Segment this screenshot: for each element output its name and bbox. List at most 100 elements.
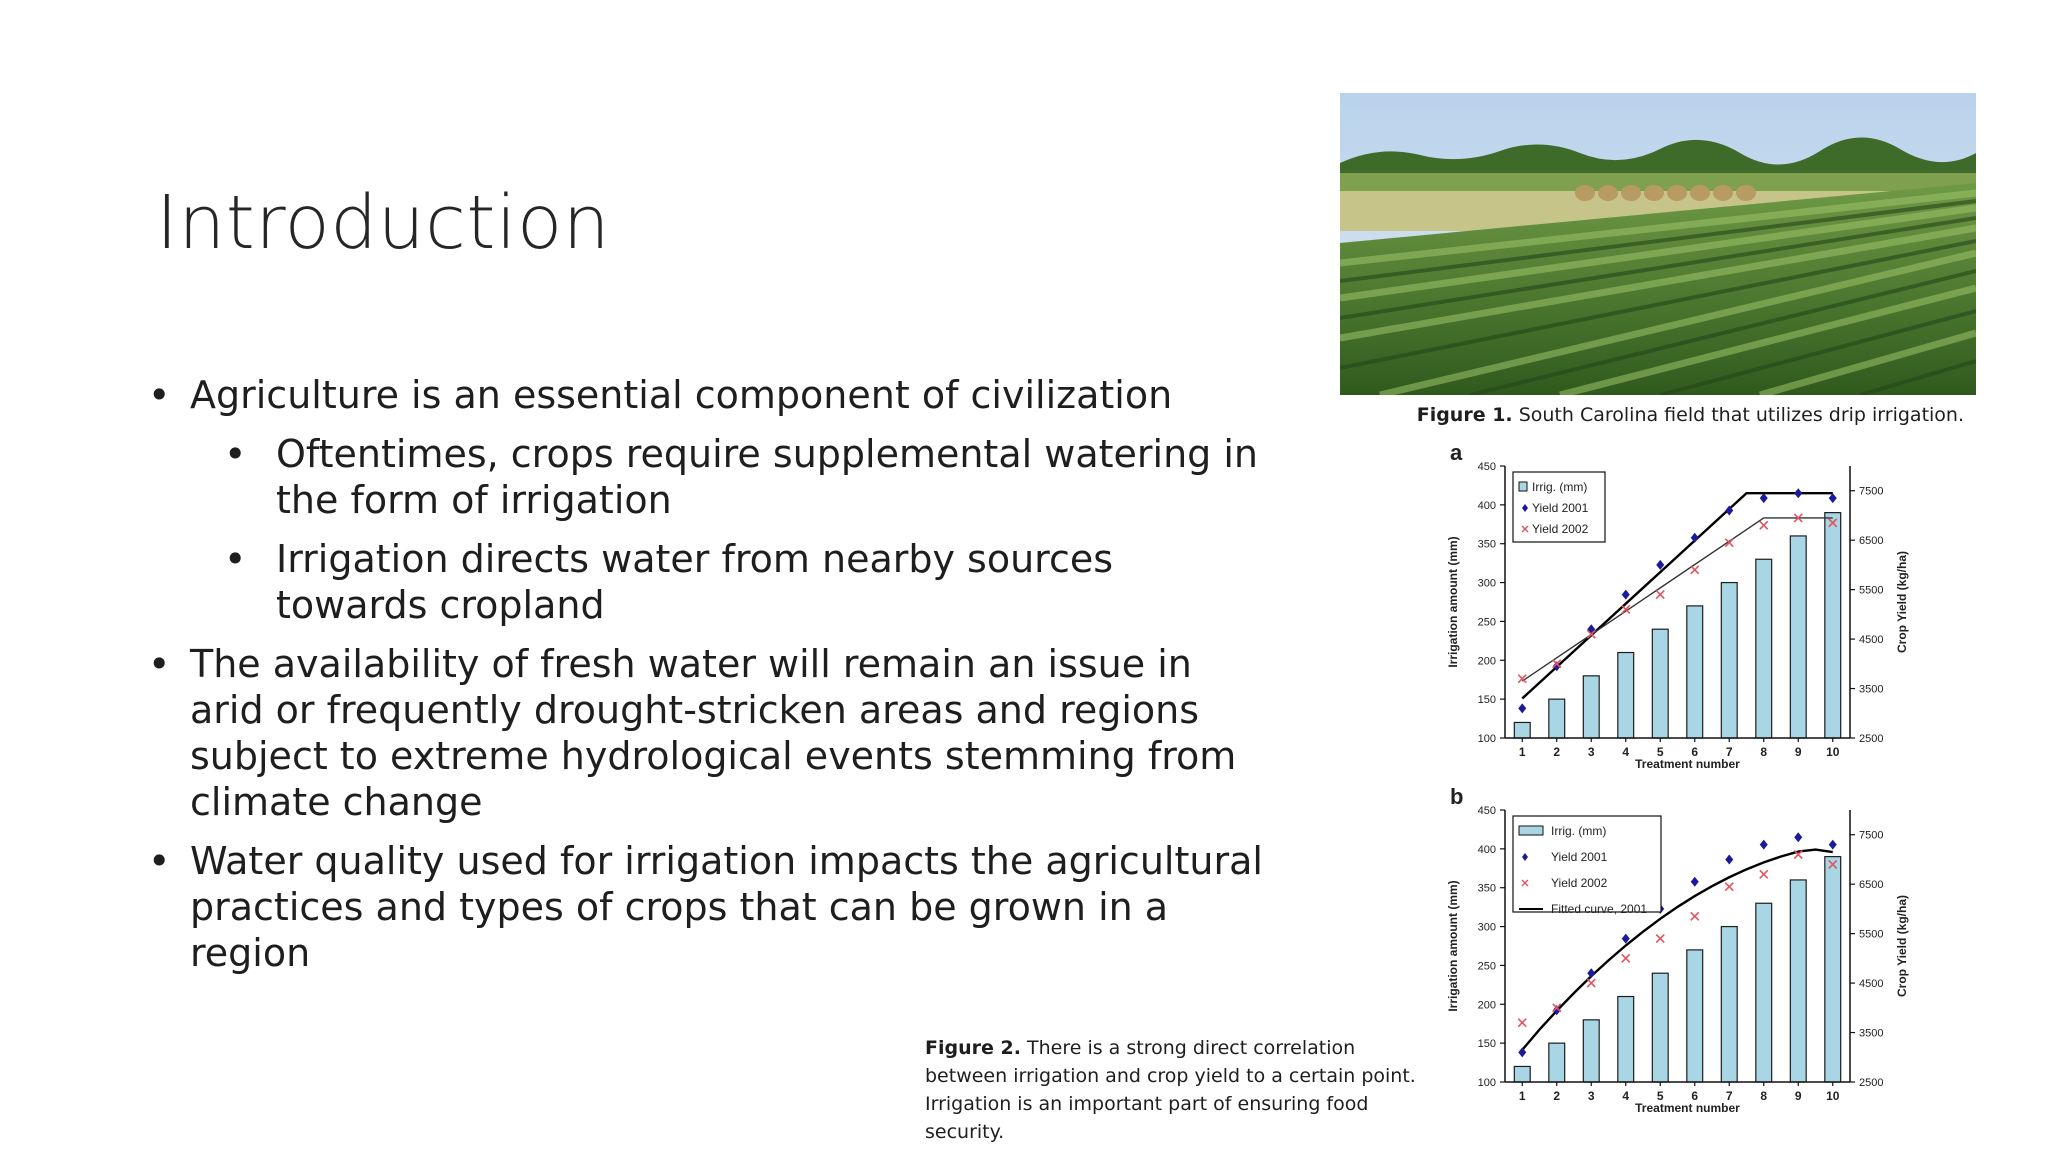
x-tick-label: 1 (1519, 745, 1526, 759)
yield-2001-point (1621, 933, 1630, 944)
bullet-marker: • (148, 642, 171, 686)
figure2-label: Figure 2. (925, 1037, 1021, 1059)
yield-2002-point (1759, 520, 1769, 530)
legend-label: Irrig. (mm) (1532, 480, 1587, 494)
y2-tick-label: 7500 (1859, 830, 1883, 842)
legend-label: Irrig. (mm) (1551, 824, 1606, 838)
y2-tick-label: 2500 (1859, 1077, 1883, 1089)
y-tick-label: 350 (1478, 883, 1496, 895)
y2-tick-label: 3500 (1859, 1028, 1883, 1040)
bullet-text: Agriculture is an essential component of… (190, 373, 1173, 417)
bullet-text: The availability of fresh water will rem… (190, 642, 1237, 824)
x-tick-label: 2 (1553, 745, 1560, 759)
bar (1720, 925, 1738, 1083)
y-tick-label: 250 (1478, 960, 1496, 972)
bar (1651, 972, 1669, 1083)
x-tick-label: 1 (1519, 1089, 1526, 1103)
x-tick-label: 2 (1553, 1089, 1560, 1103)
yield-2002-point (1655, 934, 1665, 944)
y2-tick-label: 5500 (1859, 585, 1883, 597)
yield-2001-point (1587, 968, 1596, 979)
field-photo (1340, 93, 1976, 395)
y-tick-label: 400 (1478, 500, 1496, 512)
y2-axis-title: Crop Yield (kg/ha) (1895, 895, 1909, 997)
yield-2001-point (1518, 703, 1527, 714)
bar (1789, 879, 1807, 1083)
y2-tick-label: 7500 (1859, 486, 1883, 498)
yield-2002-point (1517, 1018, 1527, 1028)
yield-2001-point (1759, 493, 1768, 504)
x-tick-label: 10 (1826, 1089, 1840, 1103)
yield-2002-point (1793, 513, 1803, 523)
bar (1686, 949, 1704, 1083)
bar (1617, 651, 1635, 739)
y-tick-label: 300 (1478, 922, 1496, 934)
yield-2001-point (1828, 493, 1837, 504)
yield-2001-point (1828, 839, 1837, 850)
figure2-text: There is a strong direct correlation bet… (925, 1037, 1416, 1143)
panel-letter: b (1450, 784, 1463, 809)
legend-swatch-bar (1518, 825, 1544, 836)
bullet-item: • Agriculture is an essential component o… (148, 372, 1268, 418)
y2-tick-label: 4500 (1859, 978, 1883, 990)
yield-2001-point (1690, 876, 1699, 887)
x-tick-label: 8 (1760, 745, 1767, 759)
yield-2002-point (1759, 869, 1769, 879)
y-axis-title: Irrigation amount (mm) (1446, 536, 1460, 667)
yield-2001-point (1552, 1005, 1561, 1016)
x-tick-label: 5 (1657, 1089, 1664, 1103)
yield-2002-point (1586, 978, 1596, 988)
bar (1686, 605, 1704, 739)
x-tick-label: 4 (1622, 1089, 1629, 1103)
yield-2002-point (1793, 849, 1803, 860)
yield-2002-point (1552, 659, 1562, 669)
x-tick-label: 9 (1795, 1089, 1802, 1103)
yield-2001-point (1621, 589, 1630, 600)
y-tick-label: 200 (1478, 999, 1496, 1011)
bar (1651, 628, 1669, 739)
fitted-curve (1521, 848, 1833, 1051)
legend-swatch-x (1521, 525, 1529, 533)
legend-label: Fitted curve, 2001 (1551, 902, 1647, 916)
irrigation-yield-chart: a 100 150 200 250 300 350 400 450 2500 3500 4500 550… (1420, 430, 2048, 1152)
y2-tick-label: 3500 (1859, 684, 1883, 696)
bar (1617, 995, 1635, 1083)
x-axis-title: Treatment number (1635, 757, 1740, 771)
x-axis-title: Treatment number (1635, 1101, 1740, 1115)
yield-2002-point (1517, 674, 1527, 684)
yield-2001-point (1656, 559, 1665, 570)
fit-line (1521, 517, 1833, 682)
bullet-item: • Water quality used for irrigation impac… (148, 838, 1268, 976)
yield-2001-point (1794, 488, 1803, 499)
bullet-marker: • (224, 537, 247, 581)
y-tick-label: 150 (1478, 1038, 1496, 1050)
yield-2002-point (1621, 604, 1631, 614)
yield-2002-point (1724, 538, 1734, 548)
x-tick-label: 7 (1726, 1089, 1733, 1103)
bar (1824, 512, 1842, 739)
y2-tick-label: 5500 (1859, 929, 1883, 941)
yield-2002-point (1724, 882, 1734, 892)
yield-2001-point (1759, 839, 1768, 850)
bullet-marker: • (224, 432, 247, 476)
y-tick-label: 100 (1478, 733, 1496, 745)
figure1-text: South Carolina field that utilizes drip … (1518, 404, 1964, 426)
y2-tick-label: 2500 (1859, 733, 1883, 745)
bullet-item: • Irrigation directs water from nearby so… (148, 536, 1268, 628)
legend-label: Yield 2001 (1551, 850, 1608, 864)
x-tick-label: 6 (1691, 1089, 1698, 1103)
bullet-marker: • (148, 839, 171, 883)
yield-2002-point (1552, 1003, 1562, 1013)
yield-2002-point (1586, 629, 1596, 639)
yield-2001-point (1725, 854, 1734, 865)
legend-swatch-x (1521, 879, 1529, 887)
bullet-text: Oftentimes, crops require supplemental w… (276, 432, 1259, 522)
legend-box (1512, 471, 1606, 543)
bar (1582, 1019, 1600, 1083)
chart-panel-a: a 100 150 200 250 300 350 400 450 2500 3500 4500 550… (1446, 440, 1909, 771)
bar (1789, 535, 1807, 739)
yield-2002-point (1621, 953, 1631, 963)
yield-2002-point (1690, 565, 1700, 575)
legend-label: Yield 2001 (1532, 501, 1589, 515)
yield-2001-point (1690, 532, 1699, 543)
